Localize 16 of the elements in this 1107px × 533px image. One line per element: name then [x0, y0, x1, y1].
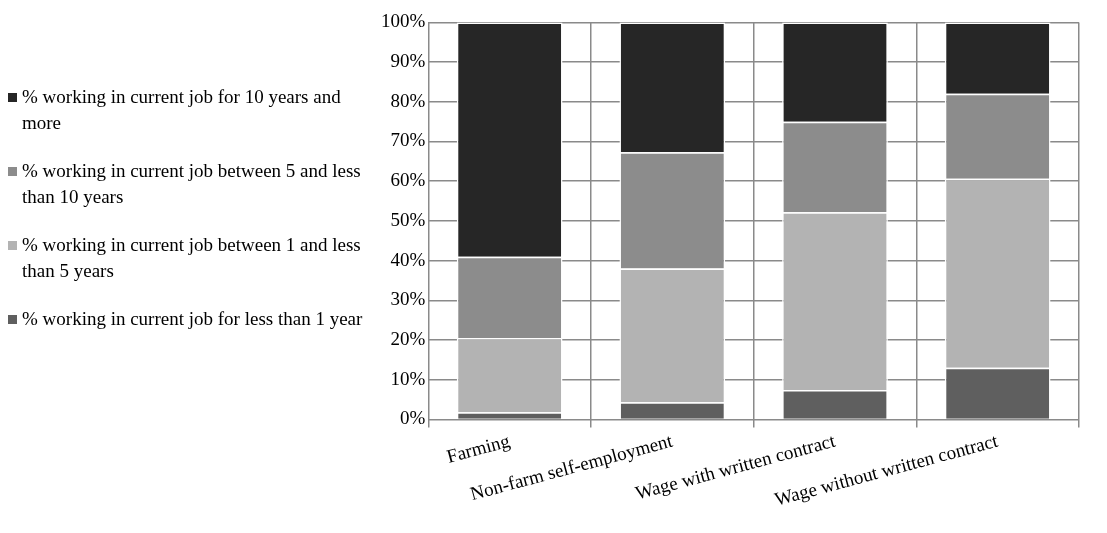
y-tick-label: 50%: [390, 208, 426, 230]
legend-label: % working in current job between 5 and less than 10 years: [22, 159, 362, 209]
y-tick-label: 60%: [390, 169, 426, 191]
y-tick-label: 100%: [381, 10, 426, 32]
y-tick-label: 90%: [390, 50, 426, 72]
y-tick-label: 0%: [400, 407, 426, 429]
y-tick-label: 70%: [390, 129, 426, 151]
y-tick-label: 40%: [390, 248, 426, 270]
legend-label: % working in current job for less than 1 year: [22, 307, 363, 331]
legend-label: % working in current job between 1 and less than 5 years: [22, 233, 362, 283]
legend-label: % working in current job for 10 years and more: [22, 85, 342, 135]
y-tick-label: 80%: [390, 89, 426, 111]
y-tick-label: 30%: [390, 288, 426, 310]
y-tick-label: 10%: [390, 367, 426, 389]
y-tick-label: 20%: [390, 328, 426, 350]
x-tick-label: Farming: [444, 429, 513, 467]
